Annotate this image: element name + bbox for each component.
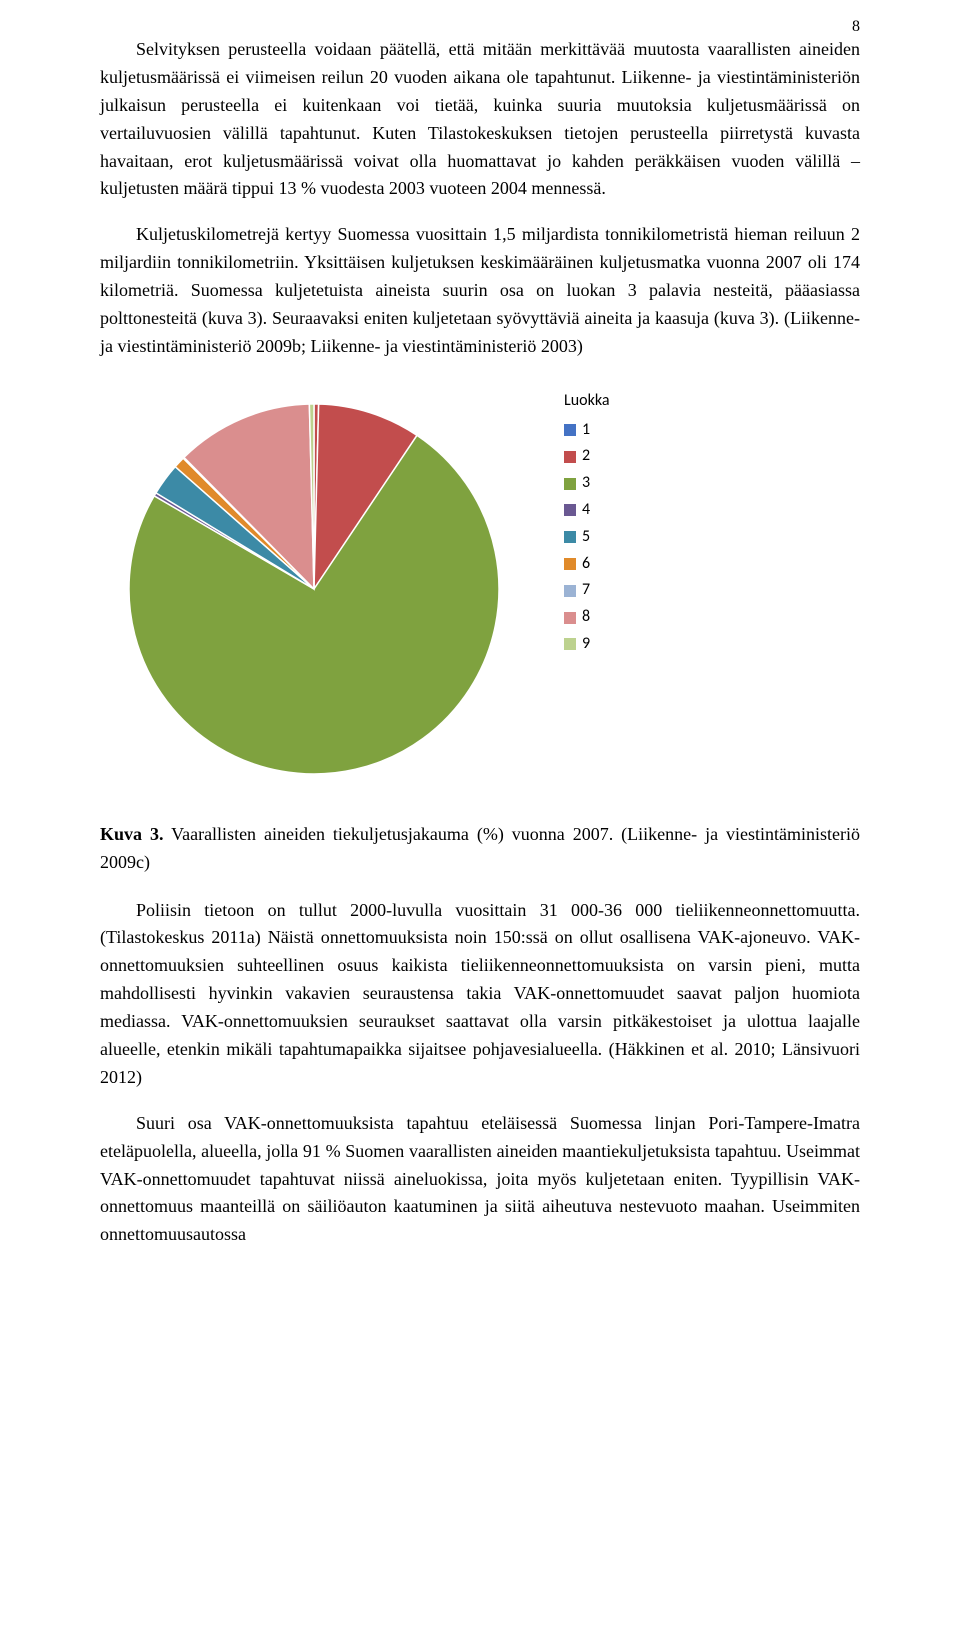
legend-label: 9 <box>582 632 590 657</box>
legend-swatch-icon <box>564 478 576 490</box>
paragraph-4: Suuri osa VAK-onnettomuuksista tapahtuu … <box>100 1110 860 1249</box>
legend-item-9: 9 <box>564 632 610 657</box>
page-number: 8 <box>852 18 860 36</box>
legend-item-8: 8 <box>564 605 610 630</box>
chart-row: Luokka 123456789 <box>114 389 846 789</box>
legend-item-2: 2 <box>564 444 610 469</box>
legend-item-6: 6 <box>564 552 610 577</box>
page: 8 Selvityksen perusteella voidaan päätel… <box>0 0 960 1644</box>
legend-swatch-icon <box>564 638 576 650</box>
chart-container: Luokka 123456789 <box>100 379 860 799</box>
legend-label: 1 <box>582 418 590 443</box>
legend-title: Luokka <box>564 389 610 414</box>
figure-caption-bold: Kuva 3. <box>100 824 163 844</box>
paragraph-2-text: Kuljetuskilometrejä kertyy Suomessa vuos… <box>100 224 860 356</box>
legend-swatch-icon <box>564 531 576 543</box>
chart-legend: Luokka 123456789 <box>564 389 610 659</box>
figure-caption: Kuva 3. Vaarallisten aineiden tiekuljetu… <box>100 821 860 877</box>
legend-swatch-icon <box>564 504 576 516</box>
legend-item-7: 7 <box>564 578 610 603</box>
paragraph-4-text: Suuri osa VAK-onnettomuuksista tapahtuu … <box>100 1113 860 1245</box>
pie-chart <box>114 389 514 789</box>
legend-label: 8 <box>582 605 590 630</box>
paragraph-3-text: Poliisin tietoon on tullut 2000-luvulla … <box>100 900 860 1087</box>
legend-swatch-icon <box>564 424 576 436</box>
legend-item-1: 1 <box>564 418 610 443</box>
legend-swatch-icon <box>564 585 576 597</box>
legend-label: 5 <box>582 525 590 550</box>
legend-label: 2 <box>582 444 590 469</box>
legend-swatch-icon <box>564 612 576 624</box>
legend-swatch-icon <box>564 451 576 463</box>
legend-items: 123456789 <box>564 418 610 657</box>
legend-label: 3 <box>582 471 590 496</box>
legend-item-4: 4 <box>564 498 610 523</box>
figure-caption-rest: Vaarallisten aineiden tiekuljetusjakauma… <box>100 824 860 872</box>
paragraph-1: Selvityksen perusteella voidaan päätellä… <box>100 36 860 203</box>
legend-item-3: 3 <box>564 471 610 496</box>
legend-label: 7 <box>582 578 590 603</box>
legend-item-5: 5 <box>564 525 610 550</box>
legend-label: 4 <box>582 498 590 523</box>
paragraph-3: Poliisin tietoon on tullut 2000-luvulla … <box>100 897 860 1092</box>
legend-swatch-icon <box>564 558 576 570</box>
paragraph-2: Kuljetuskilometrejä kertyy Suomessa vuos… <box>100 221 860 360</box>
legend-label: 6 <box>582 552 590 577</box>
paragraph-1-text: Selvityksen perusteella voidaan päätellä… <box>100 39 860 198</box>
